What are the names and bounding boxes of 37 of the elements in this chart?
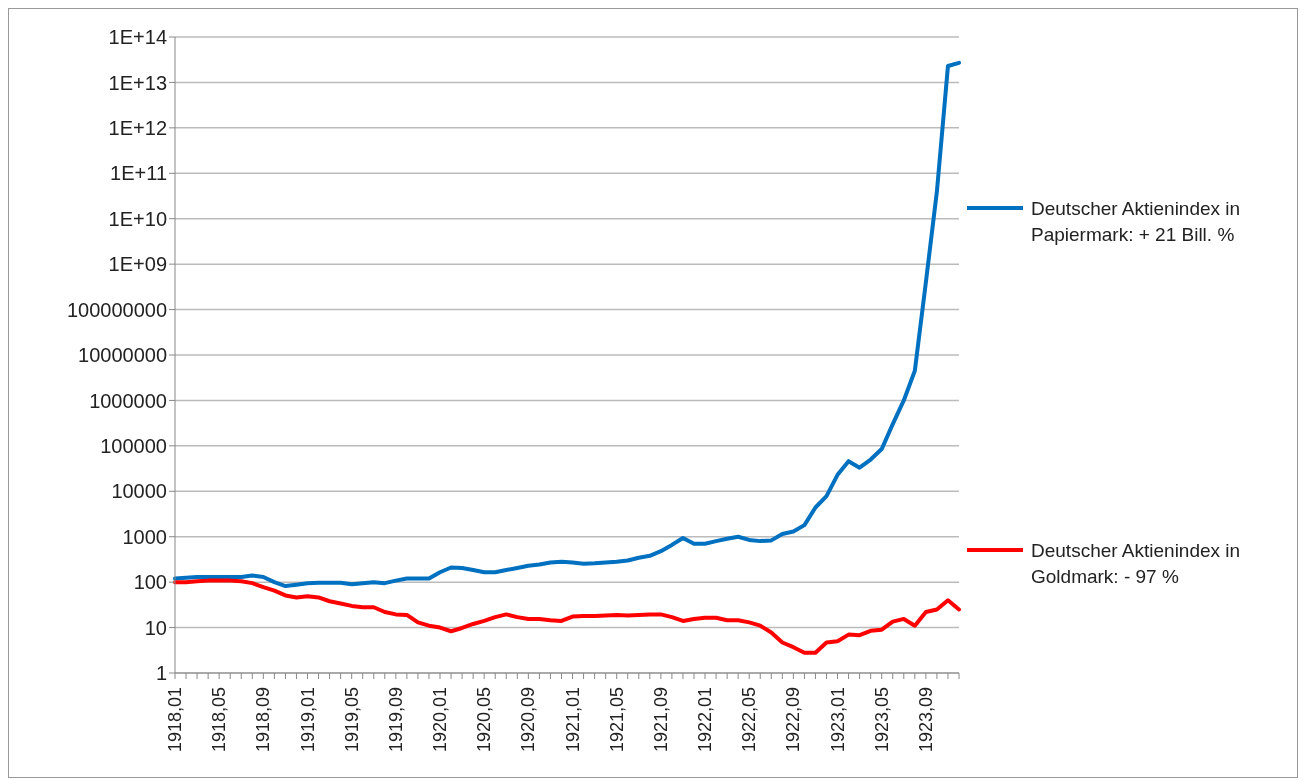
y-tick-label: 100 bbox=[133, 571, 167, 594]
x-tick-label: 1923,01 bbox=[827, 687, 848, 753]
y-tick-label: 10 bbox=[144, 616, 167, 639]
x-tick-label: 1921,01 bbox=[562, 687, 583, 753]
x-tick-label: 1923,05 bbox=[871, 687, 892, 753]
x-tick-label: 1919,01 bbox=[297, 687, 318, 753]
x-tick-label: 1920,09 bbox=[518, 687, 539, 753]
x-tick-label: 1918,01 bbox=[165, 687, 185, 753]
legend-label: Deutscher Aktienindex in Papiermark: + 21 Bill. % bbox=[1031, 197, 1242, 247]
y-tick-label: 1E+14 bbox=[108, 26, 167, 49]
x-tick-label: 1920,05 bbox=[474, 687, 495, 753]
y-tick-label: 100000 bbox=[100, 434, 167, 457]
x-tick-label: 1918,05 bbox=[209, 687, 230, 753]
x-tick-label: 1920,01 bbox=[430, 687, 451, 753]
x-tick-label: 1922,05 bbox=[739, 687, 760, 753]
y-tick-label: 10000000 bbox=[78, 344, 167, 367]
y-tick-label: 1000000 bbox=[89, 389, 167, 412]
y-tick-label: 10000 bbox=[111, 480, 167, 503]
y-tick-label: 1E+09 bbox=[108, 253, 167, 276]
y-tick-label: 1E+11 bbox=[110, 162, 167, 185]
x-tick-label: 1923,09 bbox=[915, 687, 936, 753]
x-tick-label: 1919,09 bbox=[385, 687, 406, 753]
legend-label: Deutscher Aktienindex in Goldmark: - 97 % bbox=[1031, 539, 1242, 589]
x-tick-label: 1922,01 bbox=[695, 687, 716, 753]
x-tick-label: 1922,09 bbox=[783, 687, 804, 753]
x-tick-label: 1918,09 bbox=[253, 687, 274, 753]
y-tick-label: 100000000 bbox=[66, 298, 167, 321]
y-tick-label: 1E+13 bbox=[108, 71, 167, 94]
line-series bbox=[173, 60, 961, 589]
x-tick-label: 1921,05 bbox=[606, 687, 627, 753]
line-series bbox=[173, 578, 961, 655]
y-tick-label: 1000 bbox=[122, 525, 167, 548]
y-tick-label: 1 bbox=[155, 662, 167, 685]
y-tick-label: 1E+12 bbox=[108, 116, 167, 139]
y-tick-label: 1E+10 bbox=[108, 207, 167, 230]
x-tick-label: 1921,09 bbox=[650, 687, 671, 753]
x-tick-label: 1919,05 bbox=[341, 687, 362, 753]
